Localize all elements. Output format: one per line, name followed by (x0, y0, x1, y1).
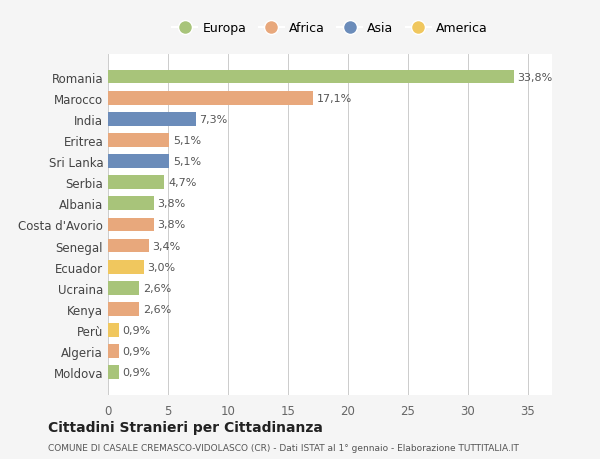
Text: 3,4%: 3,4% (152, 241, 181, 251)
Text: Cittadini Stranieri per Cittadinanza: Cittadini Stranieri per Cittadinanza (48, 420, 323, 435)
Bar (108, 218, 154, 232)
Bar (108, 134, 169, 147)
Text: 7,3%: 7,3% (199, 115, 227, 124)
Bar (108, 239, 149, 253)
Text: 3,8%: 3,8% (157, 220, 185, 230)
Bar (108, 324, 119, 337)
Bar (108, 71, 514, 84)
Text: 0,9%: 0,9% (122, 368, 151, 377)
Text: 2,6%: 2,6% (143, 283, 171, 293)
Text: 4,7%: 4,7% (168, 178, 196, 188)
Bar (108, 281, 139, 295)
Text: COMUNE DI CASALE CREMASCO-VIDOLASCO (CR) - Dati ISTAT al 1° gennaio - Elaborazio: COMUNE DI CASALE CREMASCO-VIDOLASCO (CR)… (48, 443, 519, 452)
Bar (108, 155, 169, 168)
Text: 2,6%: 2,6% (143, 304, 171, 314)
Text: 3,8%: 3,8% (157, 199, 185, 209)
Bar (108, 302, 139, 316)
Bar (108, 366, 119, 379)
Text: 0,9%: 0,9% (122, 347, 151, 356)
Bar (108, 197, 154, 211)
Bar (108, 112, 196, 126)
Text: 17,1%: 17,1% (317, 94, 352, 103)
Bar (108, 92, 313, 105)
Legend: Europa, Africa, Asia, America: Europa, Africa, Asia, America (167, 17, 493, 40)
Text: 5,1%: 5,1% (173, 157, 201, 167)
Text: 5,1%: 5,1% (173, 135, 201, 146)
Bar (108, 345, 119, 358)
Text: 33,8%: 33,8% (517, 73, 553, 82)
Text: 0,9%: 0,9% (122, 325, 151, 335)
Bar (108, 260, 144, 274)
Text: 3,0%: 3,0% (148, 262, 176, 272)
Bar (108, 176, 164, 190)
